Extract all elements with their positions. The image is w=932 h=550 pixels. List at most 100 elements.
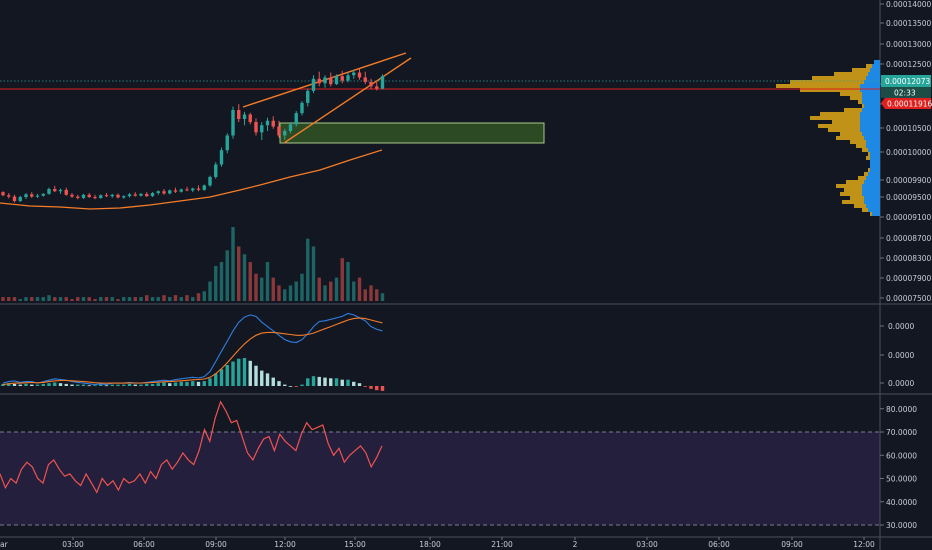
volume-profile-row: [840, 192, 880, 196]
macd-histogram-bar: [380, 386, 385, 391]
rsi-axis-label: 50.0000: [886, 475, 917, 484]
candle-body: [35, 195, 40, 197]
price-axis-label: 0.00014000: [886, 0, 932, 9]
volume-profile: [776, 60, 880, 216]
volume-profile-value-area: [870, 68, 880, 72]
volume-profile-value-area: [860, 124, 880, 128]
macd-indicator: [1, 312, 385, 391]
volume-bar: [81, 297, 86, 301]
macd-histogram-bar: [219, 369, 224, 386]
volume-bar: [162, 295, 166, 301]
volume-bar: [254, 273, 258, 301]
macd-histogram-bar: [173, 382, 178, 386]
macd-histogram-bar: [231, 361, 235, 386]
candle-body: [311, 78, 316, 91]
volume-bar: [133, 297, 137, 301]
rsi-axis-label: 30.0000: [886, 521, 917, 530]
volume-bar: [7, 297, 11, 301]
volume-bar: [340, 258, 344, 301]
candle-body: [219, 150, 224, 165]
macd-histogram-bar: [317, 376, 321, 386]
volume-bar: [237, 246, 241, 301]
price-axis-label: 0.00007500: [886, 294, 932, 303]
candle-body: [260, 125, 264, 133]
macd-histogram-bar: [346, 379, 350, 386]
volume-bar: [139, 297, 143, 301]
candle-body: [150, 193, 155, 197]
candles[interactable]: [1, 68, 385, 203]
volume-profile-row: [846, 180, 880, 184]
rsi-axis-label: 40.0000: [886, 498, 917, 507]
macd-histogram-bar: [1, 383, 5, 386]
volume-profile-value-area: [872, 212, 880, 216]
candle-body: [99, 195, 103, 198]
macd-histogram-bar: [41, 383, 45, 386]
volume-bar: [76, 297, 80, 301]
volume-bar: [18, 299, 22, 301]
macd-histogram-bar: [64, 383, 68, 386]
volume-profile-row: [800, 88, 880, 92]
candle-body: [237, 110, 241, 119]
demand-zone-rect: [279, 122, 545, 144]
candle-body: [76, 196, 80, 198]
macd-axis-label: 0.0000: [888, 379, 914, 388]
macd-histogram-bar: [70, 384, 74, 386]
macd-histogram-bar: [334, 378, 339, 386]
candle-body: [369, 81, 373, 87]
last-price-badge: [881, 75, 931, 87]
volume-profile-value-area: [864, 200, 880, 204]
macd-histogram-bar: [81, 384, 86, 386]
volume-bar: [271, 277, 275, 301]
macd-histogram-bar: [162, 382, 166, 386]
volume-profile-row: [818, 124, 880, 128]
volume-profile-value-area: [870, 160, 880, 164]
volume-bar: [242, 254, 247, 301]
volume-bar: [208, 281, 212, 301]
volume-profile-value-area: [870, 164, 880, 168]
macd-histogram-bar: [12, 383, 17, 386]
macd-histogram-bar: [294, 386, 298, 387]
candle-body: [317, 78, 321, 84]
volume-bar: [145, 295, 149, 301]
time-axis-label: 03:00: [62, 540, 84, 549]
time-axis[interactable]: 03:00 06:00 09:00 12:00 15:00 18:00 21:00 2 03:0…: [0, 537, 875, 549]
price-axis-label: 0.00009500: [886, 193, 932, 202]
volume-bar: [41, 297, 45, 301]
volume-profile-value-area: [860, 116, 880, 120]
volume-profile-row: [828, 128, 880, 132]
volume-profile-row: [850, 140, 880, 144]
candle-body: [323, 77, 327, 84]
macd-histogram-bar: [352, 381, 356, 386]
volume-bar: [93, 299, 97, 301]
macd-histogram-bar: [225, 365, 229, 386]
volume-bar: [53, 297, 57, 301]
wedge-lower-line: [283, 57, 412, 144]
price-axis-label: 0.00010000: [886, 148, 932, 157]
volume-bars: [1, 227, 385, 301]
candle-body: [87, 194, 91, 198]
volume-profile-row: [832, 120, 880, 124]
candle-body: [70, 194, 74, 197]
candle-body: [162, 191, 166, 194]
candle-body: [110, 194, 114, 197]
candle-body: [64, 189, 68, 195]
macd-histogram-bar: [375, 386, 379, 391]
macd-histogram-bar: [300, 384, 304, 386]
candle-body: [357, 72, 362, 78]
price-axis[interactable]: 0.00014000 0.00013500 0.00013000 0.00012500…: [880, 0, 932, 530]
macd-histogram-bar: [18, 384, 22, 386]
macd-histogram-bar: [363, 386, 367, 387]
volume-profile-value-area: [868, 72, 880, 76]
candle-body: [225, 135, 229, 151]
macd-signal-line: [2, 317, 383, 386]
volume-profile-row: [810, 116, 880, 120]
volume-bar: [294, 281, 298, 301]
macd-histogram-bar: [283, 384, 287, 386]
volume-bar: [380, 293, 385, 301]
candle-body: [93, 197, 97, 199]
macd-histogram-bar: [104, 385, 109, 387]
macd-histogram-bar: [156, 383, 160, 386]
volume-profile-value-area: [866, 176, 880, 180]
macd-histogram-bar: [202, 381, 206, 386]
